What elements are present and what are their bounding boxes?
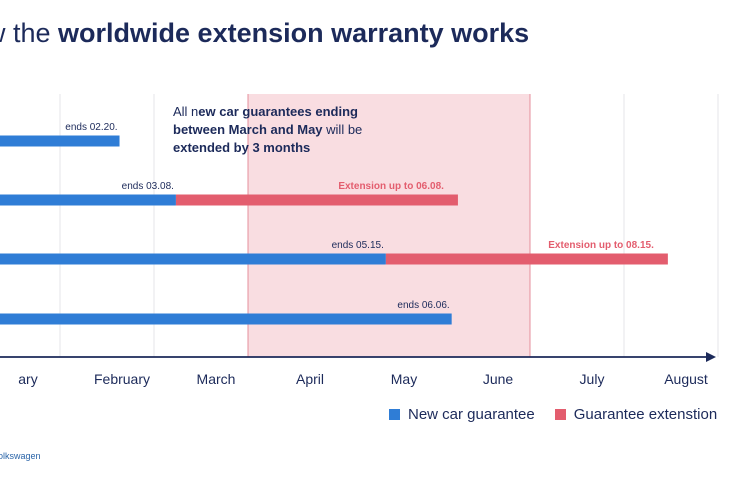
x-tick-label: February [94,371,150,387]
title-prefix: w the [0,18,51,48]
extension-end-label: Extension up to 08.15. [548,240,654,251]
legend-item-extension: Guarantee extenstion [554,406,718,423]
guarantee-end-label: ends 05.15. [332,240,384,251]
band-note-rest: will be [323,122,363,137]
extension-end-label: Extension up to 06.08. [338,181,444,192]
extension-bar [175,194,458,206]
title-bold: worldwide extension warranty works [58,18,530,48]
guarantee-bar [0,313,452,325]
highlight-band [248,94,530,357]
x-tick-label: July [580,371,605,387]
legend: New car guarantee Guarantee extenstion [389,406,717,423]
extension-bar [385,253,668,265]
guarantee-end-label: ends 02.20. [65,122,117,133]
guarantee-end-label: ends 06.06. [397,300,449,311]
x-tick-label: May [391,371,417,387]
band-note-bold-2: between March and May [173,122,323,137]
band-note-bold-1: ew car guarantees ending [198,104,358,119]
legend-label-guarantee: New car guarantee [408,406,535,423]
legend-swatch-guarantee [389,409,400,420]
legend-swatch-extension [554,409,566,420]
guarantee-bar [0,194,176,206]
guarantee-bar [0,135,120,147]
x-tick-label: ary [18,371,37,387]
band-note-line-1: All new car guarantees ending [173,104,358,119]
legend-label-extension: Guarantee extenstion [573,406,718,423]
page-title: w the worldwide extension warranty works [0,18,529,49]
credit-text: olkswagen [0,451,41,461]
band-note-bold-3: extended by 3 months [173,140,310,155]
band-note-line-2: between March and May will be [173,122,362,137]
x-tick-label: August [664,371,708,387]
x-tick-label: June [483,371,514,387]
x-axis-arrow [706,352,716,362]
guarantee-bar [0,253,386,265]
legend-item-guarantee: New car guarantee [389,406,535,423]
band-annotation: All new car guarantees ending between Mar… [173,104,362,155]
band-note-prefix: All n [173,104,198,119]
x-tick-label: March [197,371,236,387]
guarantee-end-label: ends 03.08. [122,181,174,192]
x-tick-label: April [296,371,324,387]
